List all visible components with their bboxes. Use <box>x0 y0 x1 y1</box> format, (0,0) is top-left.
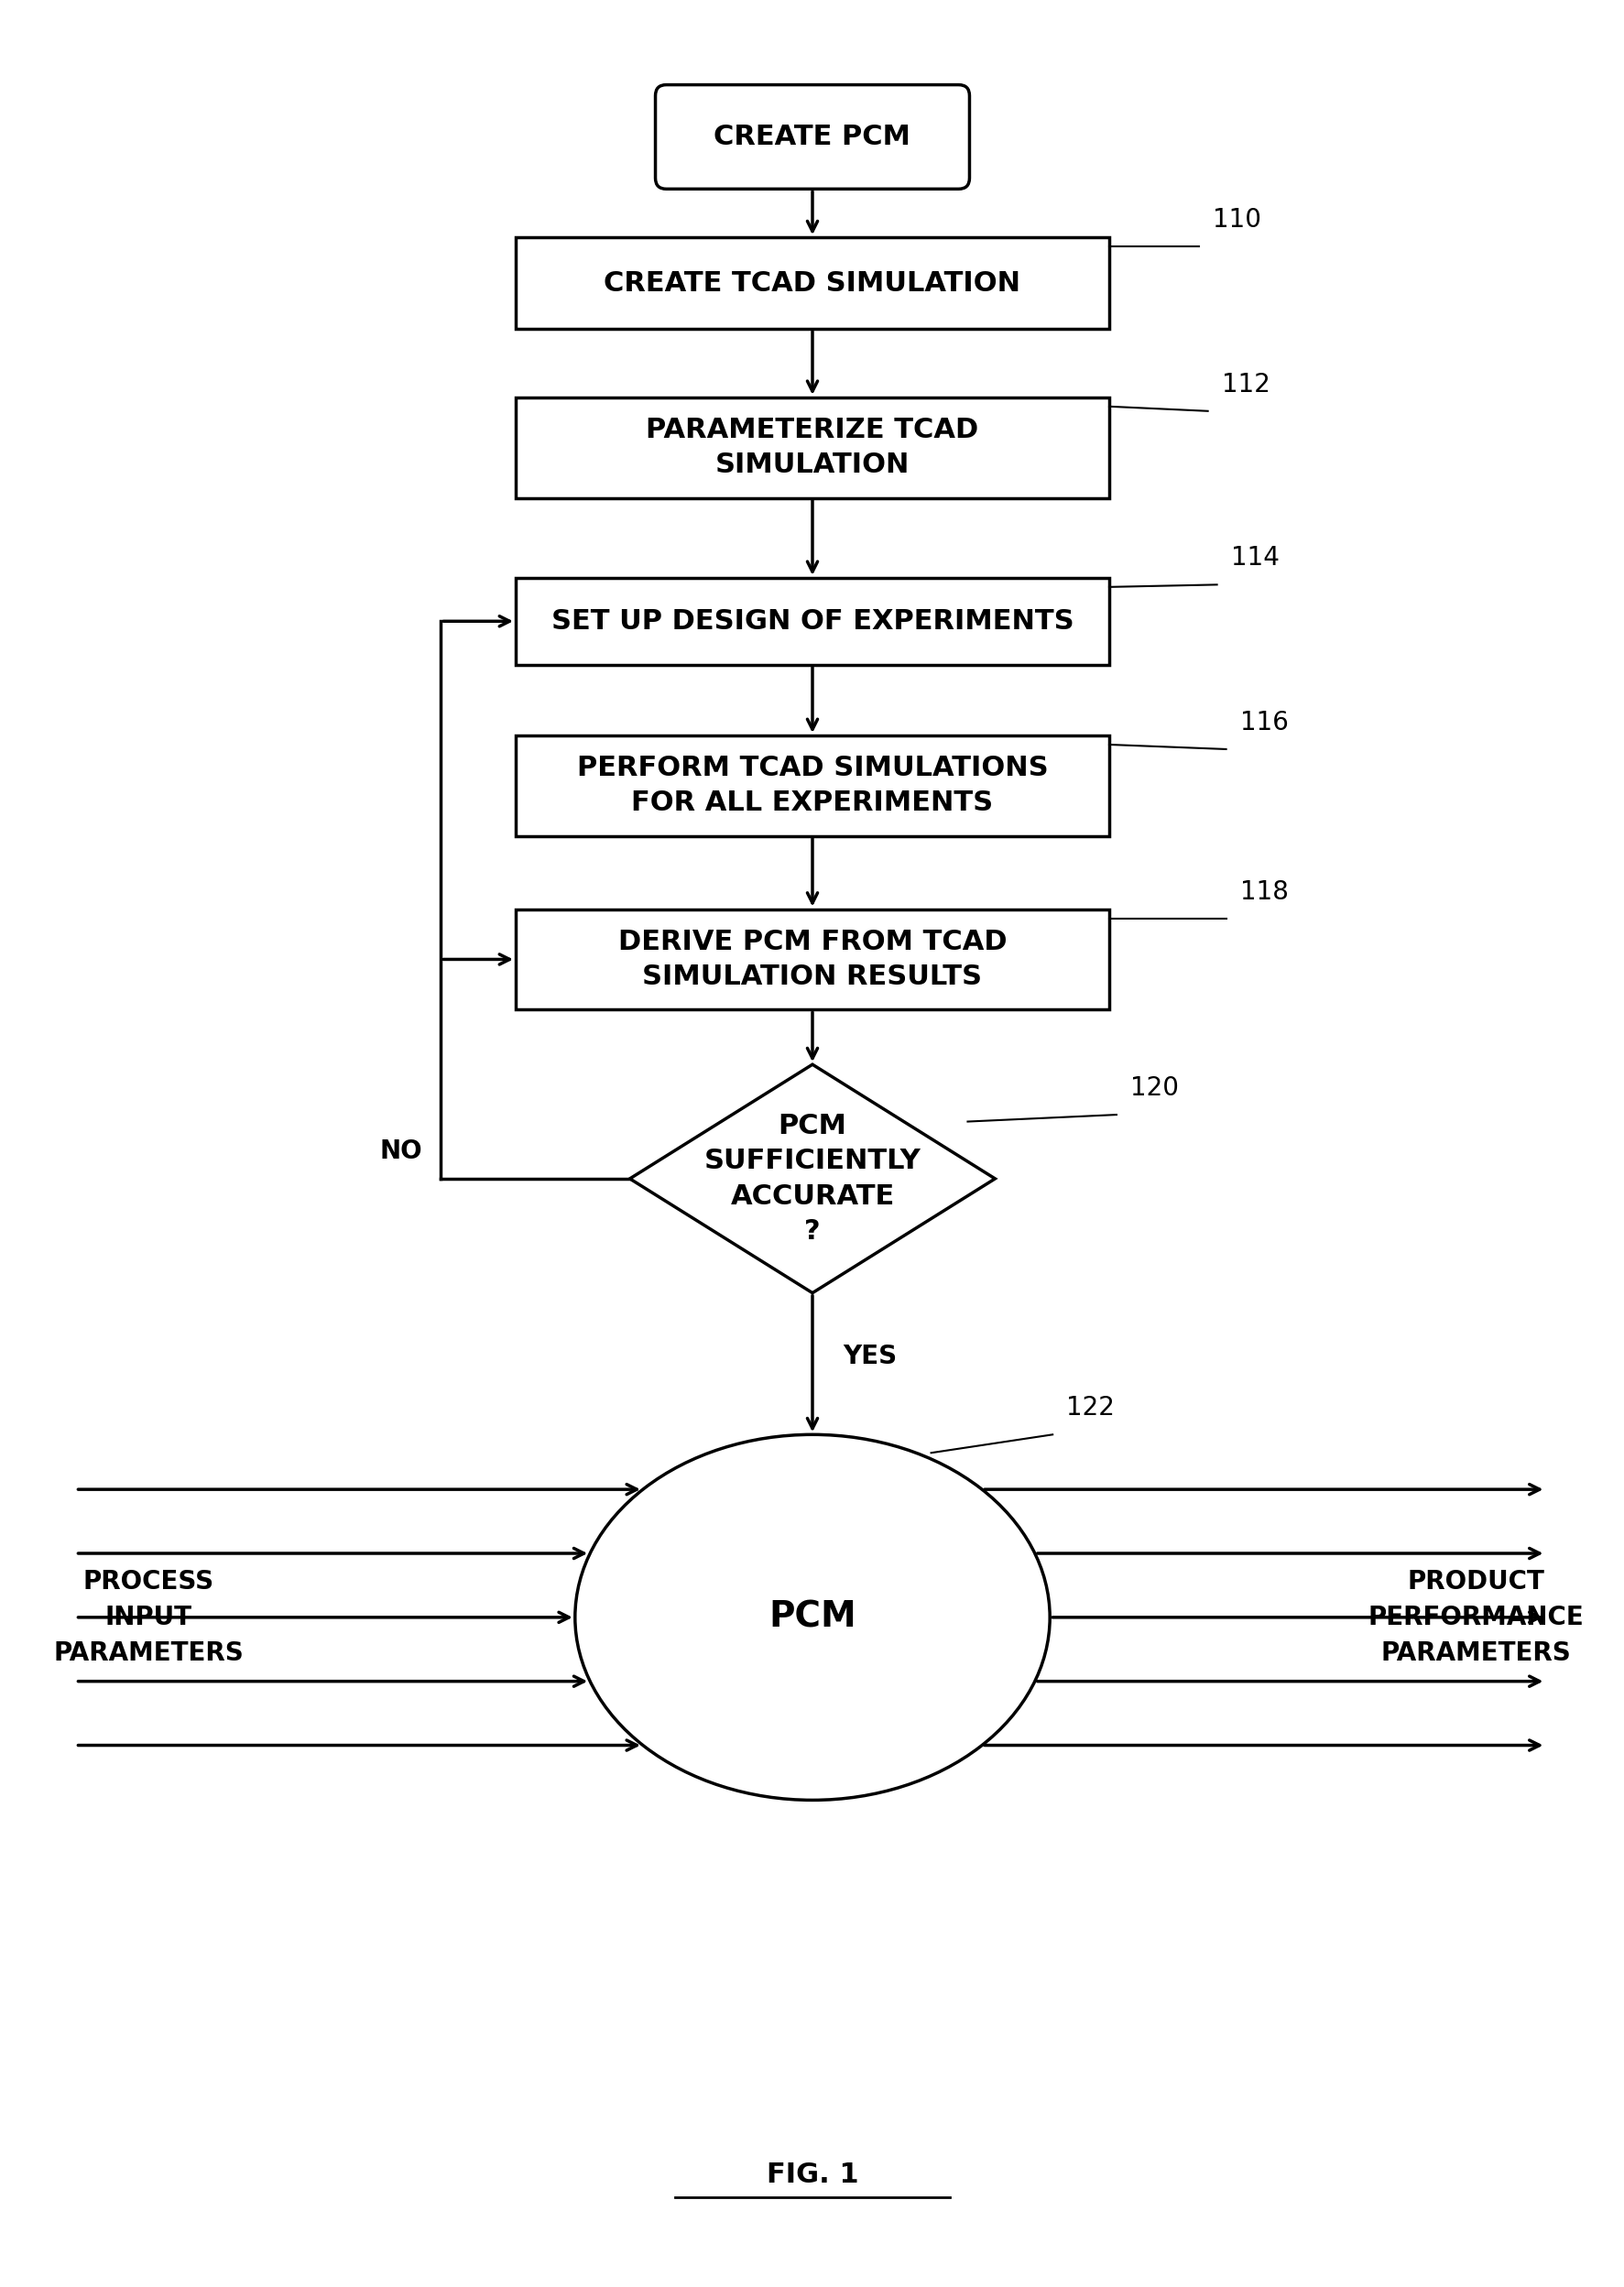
Text: NO: NO <box>380 1139 422 1164</box>
Text: PRODUCT
PERFORMANCE
PARAMETERS: PRODUCT PERFORMANCE PARAMETERS <box>1367 1569 1583 1665</box>
Text: 116: 116 <box>1239 709 1288 736</box>
Text: CREATE TCAD SIMULATION: CREATE TCAD SIMULATION <box>604 270 1020 297</box>
FancyBboxPatch shape <box>654 85 970 190</box>
Text: SET UP DESIGN OF EXPERIMENTS: SET UP DESIGN OF EXPERIMENTS <box>551 608 1073 633</box>
Bar <box>515 238 1109 329</box>
Text: 112: 112 <box>1221 373 1270 398</box>
Bar <box>515 398 1109 499</box>
Text: CREATE PCM: CREATE PCM <box>713 123 911 151</box>
Bar <box>515 910 1109 1009</box>
Text: 110: 110 <box>1212 208 1260 233</box>
Text: FIG. 1: FIG. 1 <box>767 2161 857 2189</box>
Text: YES: YES <box>843 1345 896 1370</box>
Text: 122: 122 <box>1065 1395 1114 1420</box>
Text: PCM: PCM <box>768 1601 856 1635</box>
Text: PARAMETERIZE TCAD
SIMULATION: PARAMETERIZE TCAD SIMULATION <box>646 416 978 478</box>
Polygon shape <box>630 1063 994 1292</box>
Text: PCM
SUFFICIENTLY
ACCURATE
?: PCM SUFFICIENTLY ACCURATE ? <box>703 1114 921 1244</box>
Text: 120: 120 <box>1130 1075 1177 1100</box>
Text: 118: 118 <box>1239 878 1288 906</box>
Text: PERFORM TCAD SIMULATIONS
FOR ALL EXPERIMENTS: PERFORM TCAD SIMULATIONS FOR ALL EXPERIM… <box>577 755 1047 816</box>
Text: DERIVE PCM FROM TCAD
SIMULATION RESULTS: DERIVE PCM FROM TCAD SIMULATION RESULTS <box>617 929 1007 990</box>
Text: PROCESS
INPUT
PARAMETERS: PROCESS INPUT PARAMETERS <box>54 1569 244 1665</box>
Bar <box>515 579 1109 666</box>
Bar <box>515 736 1109 837</box>
Text: 114: 114 <box>1229 544 1278 572</box>
Ellipse shape <box>575 1434 1049 1800</box>
